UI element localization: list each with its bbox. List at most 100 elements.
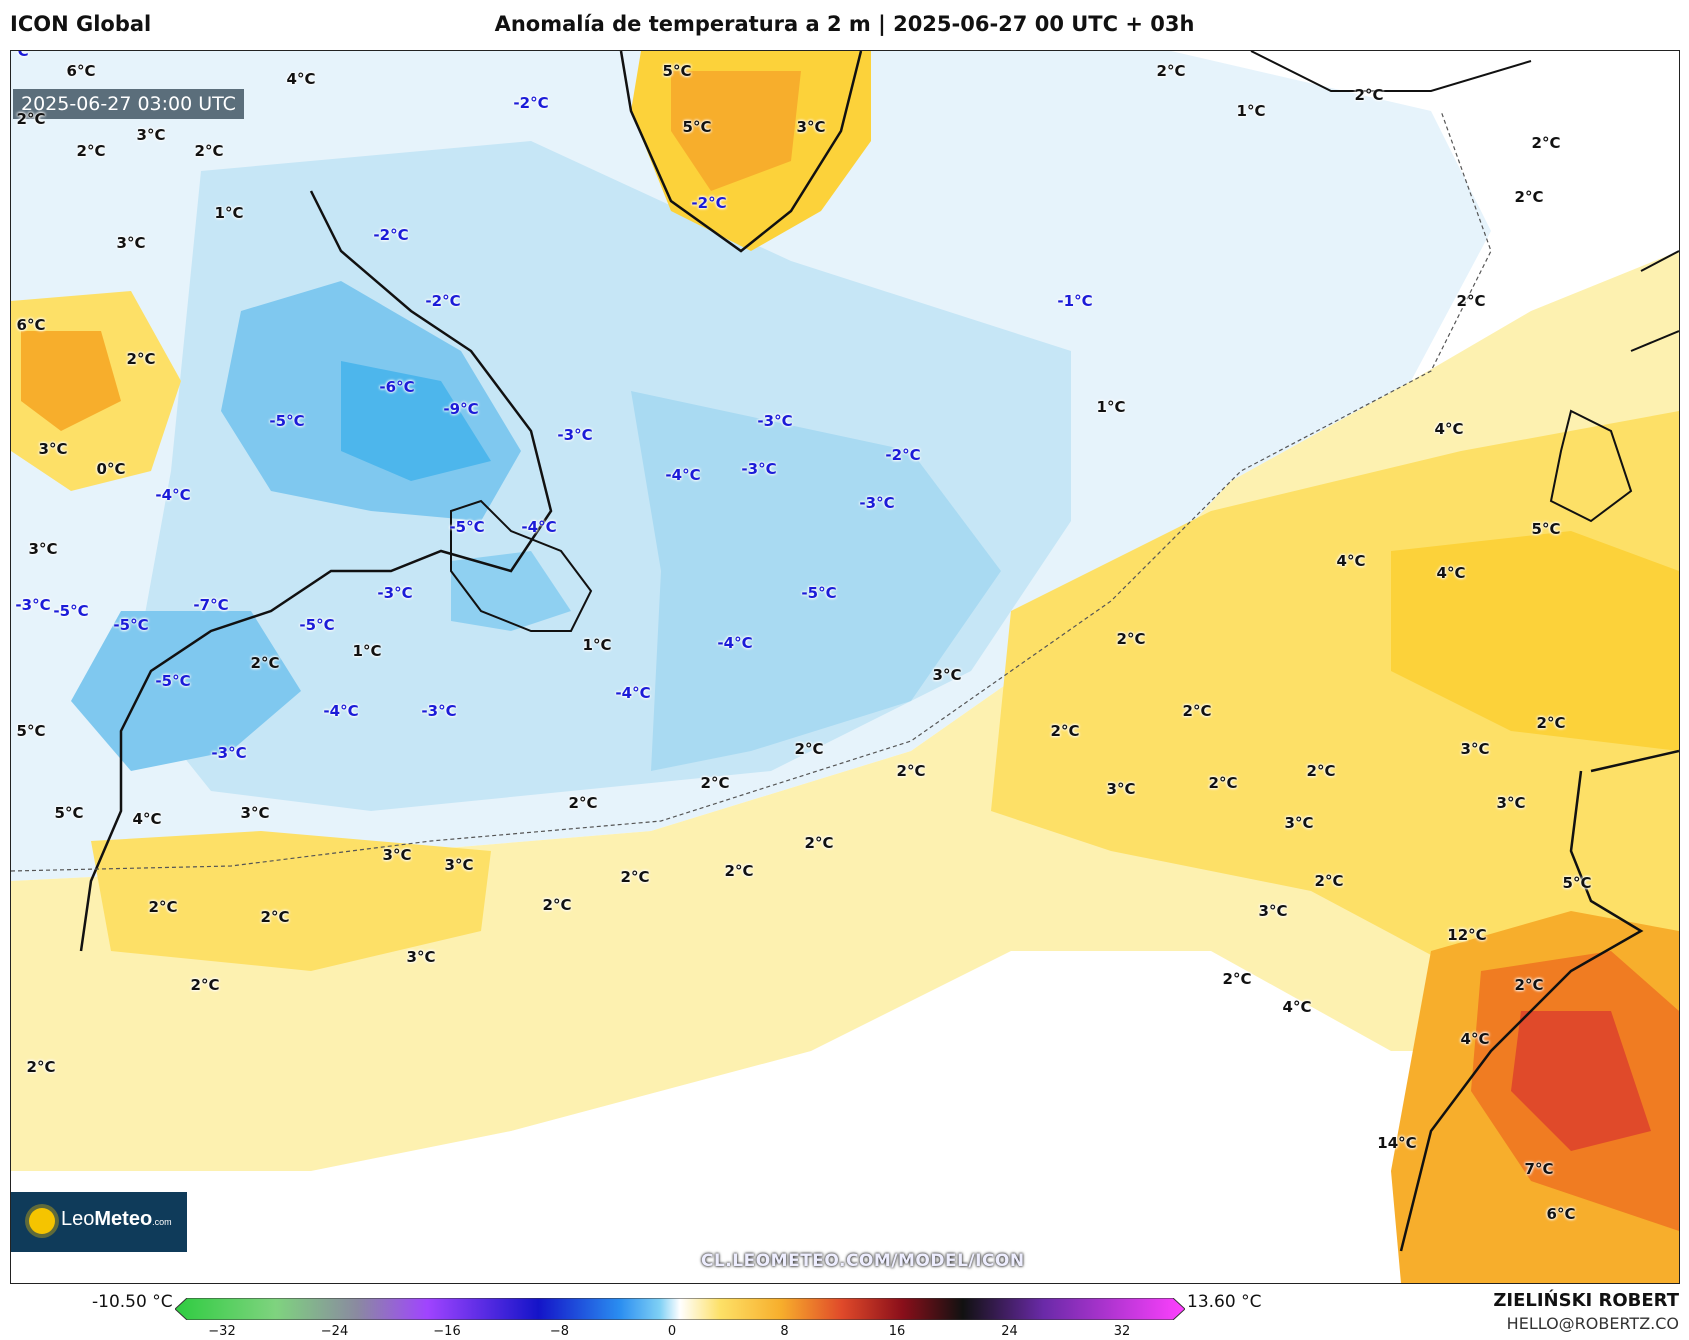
colorbar: -10.50 °C −32 −24 −16 −8 0 8 16 24 3 [0, 1290, 1689, 1340]
warm-anomaly-label: 2°C [1536, 714, 1566, 732]
cold-anomaly-label: -4°C [615, 684, 651, 702]
cold-anomaly-label: -2°C [373, 226, 409, 244]
warm-anomaly-label: 4°C [286, 70, 316, 88]
warm-anomaly-label: 3°C [136, 126, 166, 144]
warm-anomaly-label: 4°C [132, 810, 162, 828]
warm-anomaly-label: 3°C [116, 234, 146, 252]
warm-anomaly-label: 3°C [932, 666, 962, 684]
warm-anomaly-label: 2°C [1208, 774, 1238, 792]
warm-anomaly-label: 5°C [54, 804, 84, 822]
cold-anomaly-label: -5°C [113, 616, 149, 634]
cold-anomaly-label: -6°C [379, 378, 415, 396]
cold-anomaly-label: -7°C [193, 596, 229, 614]
warm-anomaly-label: 2°C [794, 740, 824, 758]
warm-anomaly-label: 5°C [1531, 520, 1561, 538]
cold-anomaly-label: -5°C [53, 602, 89, 620]
valid-time-stamp: 2025-06-27 03:00 UTC [13, 89, 244, 119]
colorbar-tick-label: −8 [549, 1324, 570, 1339]
cold-anomaly-label: -3°C [211, 744, 247, 762]
warm-anomaly-label: 2°C [1514, 976, 1544, 994]
warm-anomaly-label: 2°C [1050, 722, 1080, 740]
warm-anomaly-label: 2°C [1514, 188, 1544, 206]
warm-anomaly-label: 5°C [1562, 874, 1592, 892]
colorbar-tick-label: 24 [1001, 1324, 1018, 1339]
colorbar-tick-label: 16 [888, 1324, 906, 1339]
colorbar-gradient [175, 1298, 1185, 1320]
leometeo-logo: LeoMeteo.com [11, 1192, 187, 1252]
warm-anomaly-label: 2°C [76, 142, 106, 160]
colorbar-tick-label: 32 [1113, 1324, 1131, 1339]
cold-anomaly-label: -3°C [557, 426, 593, 444]
colorbar-tick-label: −16 [433, 1324, 461, 1339]
warm-anomaly-label: 5°C [682, 118, 712, 136]
warm-anomaly-label: 4°C [1434, 420, 1464, 438]
warm-anomaly-label: 2°C [620, 868, 650, 886]
author-name: ZIELIŃSKI ROBERT [1493, 1290, 1679, 1311]
warm-anomaly-label: 1°C [214, 204, 244, 222]
cold-anomaly-label: -3°C [377, 584, 413, 602]
anomaly-map[interactable]: 2025-06-27 03:00 UTC 6°C 4°C 2°C 3°C 2°C 2°C 1… [10, 50, 1680, 1284]
source-watermark: CL.LEOMETEO.COM/MODEL/ICON [701, 1251, 1025, 1271]
warm-anomaly-label: 3°C [1460, 740, 1490, 758]
map-title: Anomalía de temperatura a 2 m | 2025-06-… [494, 12, 1195, 36]
warm-anomaly-label: 2°C [190, 976, 220, 994]
colorbar-tick-label: 8 [780, 1324, 789, 1339]
cold-anomaly-label: -4°C [323, 702, 359, 720]
cold-anomaly-label: -4°C [717, 634, 753, 652]
warm-anomaly-label: 2°C [1314, 872, 1344, 890]
warm-anomaly-label: 2°C [1306, 762, 1336, 780]
warm-anomaly-label: 1°C [1096, 398, 1126, 416]
cold-anomaly-label: -5°C [299, 616, 335, 634]
warm-anomaly-label: 2°C [250, 654, 280, 672]
warm-anomaly-label: 3°C [1284, 814, 1314, 832]
author-email[interactable]: HELLO@ROBERTZ.CO [1506, 1314, 1679, 1333]
warm-anomaly-label: 2°C [724, 862, 754, 880]
warm-anomaly-label: 12°C [1447, 926, 1487, 944]
warm-anomaly-label: 3°C [406, 948, 436, 966]
warm-anomaly-label: 5°C [16, 722, 46, 740]
warm-anomaly-label: 2°C [1456, 292, 1486, 310]
cold-anomaly-label: -2°C [425, 292, 461, 310]
warm-anomaly-label: 4°C [1336, 552, 1366, 570]
warm-anomaly-label: 4°C [1460, 1030, 1490, 1048]
warm-anomaly-label: 2°C [896, 762, 926, 780]
warm-anomaly-label: 2°C [568, 794, 598, 812]
warm-anomaly-label: 2°C [804, 834, 834, 852]
model-name: ICON Global [10, 12, 152, 36]
warm-anomaly-label: 6°C [66, 62, 96, 80]
cold-anomaly-label: -3°C [421, 702, 457, 720]
warm-anomaly-label: 2°C [1354, 86, 1384, 104]
warm-anomaly-label: 2°C [126, 350, 156, 368]
colorbar-min-label: -10.50 °C [92, 1292, 173, 1312]
logo-text: LeoMeteo.com [61, 1208, 172, 1230]
warm-anomaly-label: 3°C [1258, 902, 1288, 920]
colorbar-tick-label: −24 [320, 1324, 349, 1339]
cold-anomaly-label: -3°C [741, 460, 777, 478]
warm-anomaly-label: 2°C [542, 896, 572, 914]
cold-anomaly-label: -5°C [449, 518, 485, 536]
cold-anomaly-label: -3°C [757, 412, 793, 430]
cold-anomaly-label: -3°C [859, 494, 895, 512]
warm-anomaly-label: 2°C [1116, 630, 1146, 648]
warm-anomaly-label: 1°C [1236, 102, 1266, 120]
warm-anomaly-label: 4°C [1282, 998, 1312, 1016]
warm-anomaly-label: 2°C [1531, 134, 1561, 152]
cold-anomaly-label: -1°C [1057, 292, 1093, 310]
warm-anomaly-label: 2°C [700, 774, 730, 792]
colorbar-tick-label: −32 [208, 1324, 236, 1339]
cold-anomaly-label: -4°C [155, 486, 191, 504]
colorbar-tick-label: 0 [667, 1324, 677, 1339]
warm-anomaly-label: 2°C [260, 908, 290, 926]
warm-anomaly-label: 3°C [1106, 780, 1136, 798]
cold-anomaly-label: -9°C [443, 400, 479, 418]
warm-anomaly-label: 3°C [444, 856, 474, 874]
warm-anomaly-label: 7°C [1524, 1160, 1554, 1178]
warm-anomaly-label: 3°C [38, 440, 68, 458]
cold-anomaly-label: -3°C [15, 596, 51, 614]
cold-anomaly-label: -5°C [269, 412, 305, 430]
warm-anomaly-label: 5°C [662, 62, 692, 80]
cold-anomaly-label: -4°C [521, 518, 557, 536]
warm-anomaly-label: 0°C [96, 460, 126, 478]
warm-anomaly-label: 2°C [16, 110, 46, 128]
cold-anomaly-label: -2°C [691, 194, 727, 212]
